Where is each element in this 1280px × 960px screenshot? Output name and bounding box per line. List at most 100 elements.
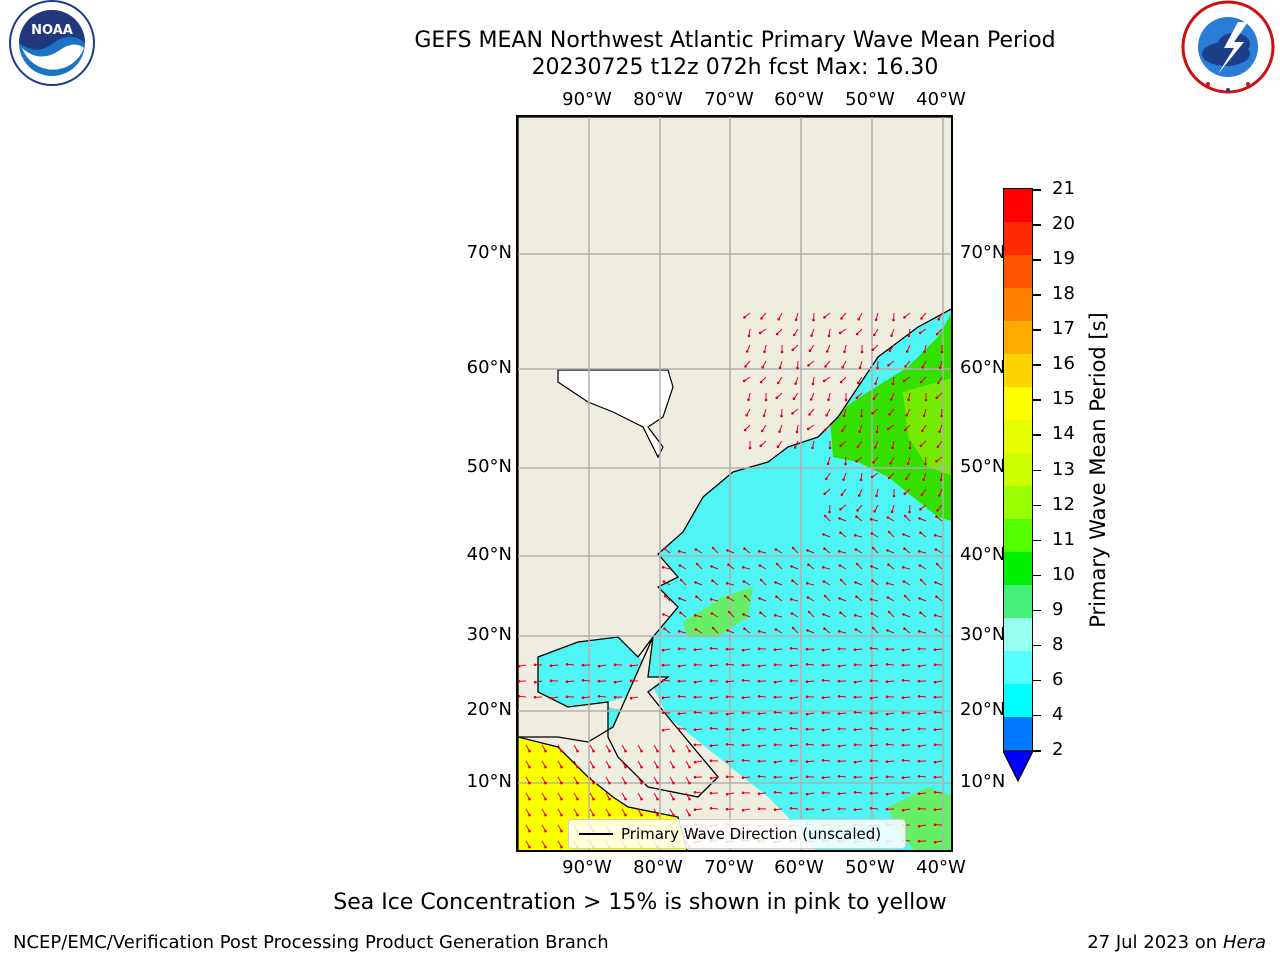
lat-label-right: 30°N (960, 624, 1006, 645)
wave-arrow-head (901, 648, 905, 652)
wave-arrow-head (937, 494, 941, 497)
wave-arrow-head (533, 663, 537, 667)
wave-arrow-head (693, 711, 697, 714)
wave-arrow-head (678, 597, 681, 600)
wave-arrow-head (581, 696, 585, 699)
lat-label-left: 70°N (466, 242, 512, 263)
wave-arrow-head (826, 462, 830, 466)
colorbar-tick (1033, 574, 1041, 577)
wave-arrow-head (805, 663, 809, 666)
wave-arrow-head (869, 807, 873, 810)
wave-arrow-head (860, 414, 863, 418)
wave-arrow-head (791, 546, 795, 550)
wave-arrow-head (902, 379, 906, 383)
wave-arrow-head (661, 711, 665, 715)
wave-arrow-head (886, 516, 890, 519)
colorbar-tick-label: 20 (1052, 213, 1075, 235)
wave-arrow-head (901, 743, 905, 747)
wave-arrow-head (809, 398, 813, 401)
wave-arrow-head (758, 597, 761, 600)
wave-arrow-head (903, 594, 907, 598)
wave-arrow-head (693, 760, 697, 764)
colorbar-segment (1004, 618, 1032, 652)
colorbar-tick-label: 13 (1052, 458, 1075, 480)
wave-arrow-head (855, 595, 858, 598)
wave-arrow-head (933, 743, 937, 747)
wave-arrow-head (709, 807, 713, 810)
wave-arrow-head (837, 630, 841, 633)
sea-ice-note: Sea Ice Concentration > 15% is shown in … (333, 890, 947, 915)
wave-arrow-head (757, 727, 761, 731)
wave-arrow-head (549, 696, 553, 700)
wave-arrow-head (789, 664, 793, 667)
colorbar-tick (1033, 609, 1041, 612)
wave-arrow-head (889, 461, 892, 465)
wave-arrow-head (672, 781, 675, 785)
wave-arrow-head (640, 749, 643, 753)
wave-arrow-head (907, 334, 911, 338)
wave-arrow-head (778, 430, 781, 433)
wave-arrow-head (823, 492, 827, 496)
wave-arrow-head (773, 775, 777, 779)
wave-arrow-head (780, 350, 784, 354)
wave-arrow-head (933, 711, 937, 714)
wave-arrow-head (805, 680, 809, 683)
wave-arrow-head (656, 813, 659, 817)
lat-label-right: 40°N (960, 544, 1006, 565)
wave-arrow-head (560, 797, 563, 801)
wave-arrow-head (837, 712, 841, 715)
wave-arrow-head (922, 414, 926, 418)
legend-line-swatch (579, 833, 613, 835)
wave-arrow-head (837, 679, 841, 683)
wave-arrow-head (855, 396, 859, 400)
wave-arrow-head (857, 494, 861, 497)
colorbar-segment (1004, 255, 1032, 289)
wave-arrow-head (837, 775, 841, 778)
wave-arrow-head (745, 413, 748, 417)
wave-arrow-head (937, 317, 940, 321)
wave-arrow-head (903, 316, 906, 319)
wave-arrow-head (790, 565, 793, 568)
wave-arrow-head (933, 695, 937, 699)
colorbar-segment (1004, 684, 1032, 718)
wave-arrow-head (887, 610, 891, 614)
wave-arrow-head (592, 765, 595, 769)
wave-arrow-head (885, 743, 889, 746)
wave-arrow-head (917, 744, 921, 748)
colorbar-tick-label: 17 (1052, 318, 1075, 340)
wave-arrow-head (592, 797, 595, 801)
wave-arrow-head (837, 807, 841, 811)
map-canvas (518, 117, 951, 850)
wave-arrow-head (918, 517, 921, 520)
wave-arrow-head (903, 547, 906, 550)
wave-arrow-head (608, 797, 611, 801)
wave-arrow-head (663, 547, 666, 550)
wave-arrow-head (923, 350, 926, 354)
wave-arrow-head (710, 565, 713, 568)
wave-arrow-head (935, 595, 938, 598)
wave-arrow-head (747, 334, 751, 338)
colorbar-tick (1033, 714, 1041, 717)
wave-arrow-head (741, 566, 745, 569)
wave-arrow-head (745, 350, 749, 353)
wave-arrow-head (838, 517, 841, 520)
lon-label-top: 90°W (562, 89, 612, 110)
wave-arrow-head (839, 444, 843, 448)
wave-arrow-head (853, 614, 857, 617)
wave-arrow-head (854, 581, 857, 584)
wave-arrow-head (743, 594, 747, 598)
wave-arrow-head (806, 596, 810, 599)
wave-arrow-head (775, 396, 779, 400)
wave-arrow-head (842, 478, 845, 481)
wave-arrow-head (936, 445, 940, 449)
wave-arrow-head (709, 679, 713, 683)
wave-arrow-head (528, 749, 531, 753)
wave-arrow-head (764, 398, 768, 402)
wave-arrow-head (743, 316, 746, 319)
wave-arrow-head (854, 548, 858, 551)
wave-arrow-head (853, 695, 857, 699)
wave-arrow-head (727, 563, 730, 566)
wave-arrow-head (903, 428, 907, 432)
colorbar-tick (1033, 224, 1041, 226)
wave-arrow-head (791, 626, 795, 630)
